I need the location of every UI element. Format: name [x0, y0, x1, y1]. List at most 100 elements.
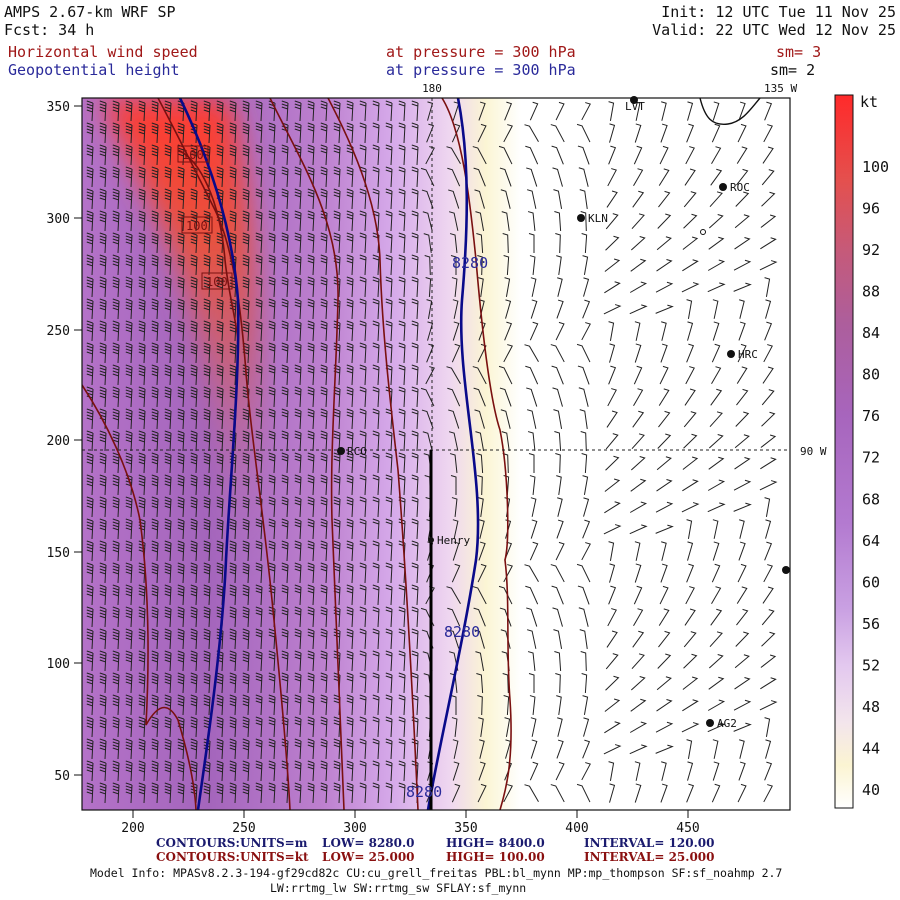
wind-barb — [682, 236, 699, 250]
wind-barb — [710, 168, 723, 186]
wind-barb — [203, 276, 211, 298]
wind-barb — [177, 672, 185, 694]
wind-barb — [151, 364, 159, 386]
wind-barb — [422, 431, 433, 451]
wind-barb — [216, 540, 224, 562]
wind-barb — [307, 342, 315, 364]
wind-barb — [526, 167, 538, 187]
colorbar-label: 60 — [862, 573, 880, 591]
wind-barb — [190, 540, 198, 562]
wind-barb — [525, 365, 539, 385]
wind-barb — [346, 364, 354, 386]
wind-barb — [422, 211, 433, 231]
colorbar-label: 84 — [862, 324, 880, 342]
wind-barb — [583, 717, 590, 737]
wind-barb — [190, 254, 198, 276]
wind-barb — [686, 343, 695, 363]
colorbar — [834, 94, 854, 809]
wind-barb — [385, 232, 393, 254]
wind-barb — [578, 387, 589, 407]
wind-barb — [203, 210, 211, 232]
wind-barb — [242, 496, 250, 518]
station-label: AG2 — [717, 717, 737, 730]
wind-barb — [737, 343, 747, 363]
wind-barb — [420, 387, 435, 407]
wind-barb — [112, 210, 120, 232]
wind-barb — [633, 365, 643, 385]
wind-barb — [683, 191, 697, 208]
wind-barb — [86, 782, 94, 804]
wind-barb — [333, 474, 341, 496]
wind-barb — [112, 342, 120, 364]
wind-barb — [733, 259, 752, 271]
wind-barb — [190, 672, 198, 694]
wind-barb — [99, 408, 107, 430]
wind-speed-shading — [82, 98, 790, 810]
wind-barb — [764, 497, 771, 517]
wind-barb — [333, 210, 341, 232]
wind-barb — [190, 496, 198, 518]
wind-barb — [229, 672, 237, 694]
wind-barb — [525, 585, 539, 605]
wind-barb — [499, 167, 512, 187]
wind-barb — [138, 166, 146, 188]
wind-barb — [99, 254, 107, 276]
wind-barb — [707, 259, 726, 271]
wind-barb — [216, 430, 224, 452]
wind-barb — [475, 651, 485, 671]
wind-barb — [307, 232, 315, 254]
wind-barb — [203, 760, 211, 782]
wind-barb — [164, 738, 172, 760]
wind-barb — [604, 478, 621, 492]
wind-barb — [320, 122, 328, 144]
wind-barb — [736, 168, 749, 186]
wind-barb — [385, 100, 393, 122]
wind-barb — [411, 210, 419, 232]
wind-barb — [294, 320, 302, 342]
wind-barb — [229, 782, 237, 804]
wind-barb — [281, 166, 289, 188]
wind-barb — [216, 584, 224, 606]
wind-barb — [242, 672, 250, 694]
wind-barb — [683, 411, 697, 428]
wind-barb — [177, 518, 185, 540]
wind-barb — [268, 738, 276, 760]
wind-barb — [125, 364, 133, 386]
wind-barb — [307, 166, 315, 188]
wind-barb — [580, 211, 587, 232]
station-dot — [337, 447, 345, 455]
wind-barb — [307, 628, 315, 650]
wind-barb — [216, 518, 224, 540]
wind-barb — [551, 365, 564, 385]
wind-barb — [281, 606, 289, 628]
contour1-units: UNITS=m — [240, 836, 308, 850]
wind-barb — [216, 738, 224, 760]
wind-barb — [203, 342, 211, 364]
wind-barb — [372, 584, 380, 606]
wind-barb — [576, 563, 591, 583]
speed-contour-100-outer — [157, 98, 291, 810]
lon-90w-label: 90 W — [800, 445, 827, 458]
wind-barb — [99, 650, 107, 672]
wind-barb — [527, 651, 536, 672]
wind-barb — [764, 541, 773, 561]
contour1-high: HIGH= 8400.0 — [446, 836, 545, 850]
colorbar-labels: 100 96 92 88 84 80 76 72 68 64 60 56 52 48 44 40 — [862, 158, 889, 799]
wind-barb — [686, 299, 693, 319]
wind-barb — [190, 738, 198, 760]
lon-180-label: 180 — [422, 82, 442, 95]
wind-barb — [125, 650, 133, 672]
wind-barb — [608, 321, 615, 341]
wind-barb — [710, 388, 723, 406]
wind-barb — [372, 276, 380, 298]
wind-barb — [528, 233, 535, 253]
wind-barb — [478, 277, 484, 297]
wind-barb — [735, 411, 750, 427]
wind-barb — [634, 541, 641, 561]
wind-barb — [686, 123, 695, 143]
wind-barb — [385, 694, 393, 716]
wind-barb — [736, 388, 749, 406]
wind-barb — [203, 518, 211, 540]
wind-barb — [629, 304, 648, 315]
wind-barb — [385, 430, 393, 452]
